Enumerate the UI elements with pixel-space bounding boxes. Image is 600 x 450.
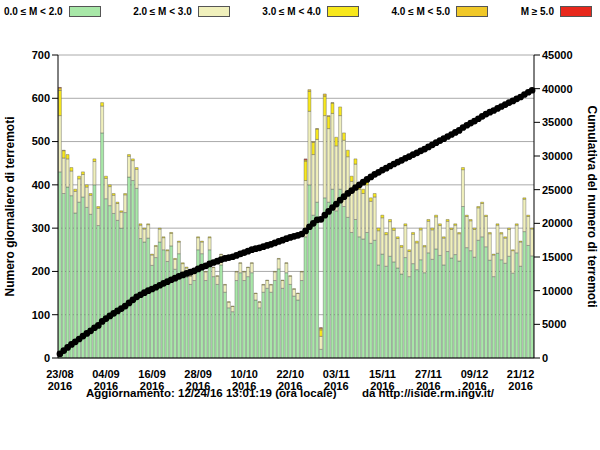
svg-text:21/122016: 21/122016: [507, 368, 535, 392]
svg-text:35000: 35000: [542, 116, 573, 128]
svg-text:700: 700: [32, 49, 50, 61]
html-text:2016: 2016: [416, 380, 441, 392]
svg-text:100: 100: [32, 309, 50, 321]
svg-text:45000: 45000: [542, 49, 573, 61]
svg-text:200: 200: [32, 265, 50, 277]
svg-text:300: 300: [32, 222, 50, 234]
svg-text:0: 0: [44, 352, 50, 364]
svg-text:Cumulativa del numero di terre: Cumulativa del numero di terremoti: [585, 105, 592, 307]
html-text:Aggiornamento: 12/24/16 13:01:: Aggiornamento: 12/24/16 13:01:19 (ora lo…: [86, 387, 337, 399]
svg-text:40000: 40000: [542, 83, 573, 95]
svg-text:600: 600: [32, 92, 50, 104]
html-text:0.0 ≤ M < 2.0: 0.0 ≤ M < 2.0: [4, 6, 63, 17]
html-text:2016: 2016: [278, 380, 303, 392]
svg-text:400: 400: [32, 179, 50, 191]
html-text:22/10: 22/10: [276, 368, 304, 380]
html-text:03/11: 03/11: [322, 368, 350, 380]
html-text:15/11: 15/11: [368, 368, 396, 380]
svg-text:20000: 20000: [542, 217, 573, 229]
svg-text:0: 0: [542, 352, 548, 364]
svg-text:30000: 30000: [542, 150, 573, 162]
html-text:da http://iside.rm.ingv.it/: da http://iside.rm.ingv.it/: [362, 387, 494, 399]
html-text:2016: 2016: [462, 380, 487, 392]
svg-text:500: 500: [32, 135, 50, 147]
html-text:04/09: 04/09: [92, 368, 120, 380]
html-text:2016: 2016: [231, 380, 257, 392]
html-text:27/11: 27/11: [415, 368, 442, 380]
html-text:2.0 ≤ M < 3.0: 2.0 ≤ M < 3.0: [133, 6, 192, 17]
html-text:2016: 2016: [370, 380, 395, 392]
html-text:M ≥ 5.0: M ≥ 5.0: [520, 6, 554, 17]
html-text:16/09: 16/09: [138, 368, 166, 380]
html-text:4.0 ≤ M < 5.0: 4.0 ≤ M < 5.0: [391, 6, 451, 17]
svg-text:25000: 25000: [542, 184, 573, 196]
html-text:2016: 2016: [93, 380, 119, 392]
svg-text:15000: 15000: [542, 251, 573, 263]
html-text:2016: 2016: [324, 380, 349, 392]
svg-text:5000: 5000: [542, 318, 566, 330]
svg-text:10000: 10000: [542, 285, 573, 297]
html-text:3.0 ≤ M < 4.0: 3.0 ≤ M < 4.0: [262, 6, 321, 17]
html-text:09/12: 09/12: [460, 368, 489, 380]
html-text:2016: 2016: [139, 380, 165, 392]
html-text:2016: 2016: [185, 380, 211, 392]
html-text:28/09: 28/09: [184, 368, 212, 380]
svg-text:Numero giornaliero di terremot: Numero giornaliero di terremoti: [8, 116, 17, 296]
html-text:10/10: 10/10: [230, 368, 258, 380]
svg-text:23/082016: 23/082016: [46, 368, 74, 392]
